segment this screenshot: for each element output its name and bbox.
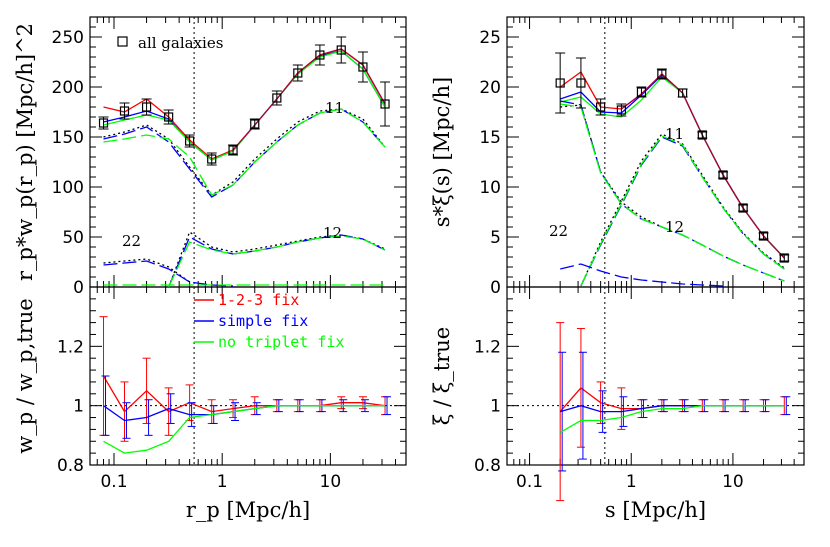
x-tick-label: 1 xyxy=(217,472,228,492)
data-point xyxy=(576,78,586,88)
x-tick-label: 0.1 xyxy=(100,472,127,492)
annotation-11-right: 11 xyxy=(665,125,684,143)
x-tick-label: 10 xyxy=(722,472,744,492)
data-point xyxy=(697,130,707,140)
x-axis-label: s [Mpc/h] xyxy=(605,498,706,522)
y-tick-label: 25 xyxy=(479,28,501,48)
y-tick-label: 0 xyxy=(73,278,84,298)
annotation-12-right: 12 xyxy=(665,218,684,236)
x-tick-label: 0.1 xyxy=(516,472,543,492)
y-tick-label: 5 xyxy=(490,228,501,248)
series-line xyxy=(580,135,785,287)
annotation-12-left: 12 xyxy=(323,224,342,242)
annotation-22-right: 22 xyxy=(549,222,568,240)
data-point xyxy=(636,87,647,97)
series-line xyxy=(103,108,386,196)
y-tick-label: 250 xyxy=(52,28,84,48)
y-tick-label: 150 xyxy=(52,128,84,148)
data-point xyxy=(98,118,109,128)
data-point xyxy=(657,69,667,79)
y-tick-label: 0.8 xyxy=(57,456,84,476)
series-line xyxy=(560,104,663,228)
y-axis-label: w_p / w_p,true xyxy=(13,298,37,453)
y-tick-label: 1.2 xyxy=(474,337,501,357)
x-axis-label: r_p [Mpc/h] xyxy=(186,498,310,522)
series-line xyxy=(232,48,386,151)
series-line xyxy=(102,375,386,413)
y-tick-label: 100 xyxy=(52,178,84,198)
legend-all-galaxies: all galaxies xyxy=(138,34,223,52)
y-tick-label: 10 xyxy=(479,178,501,198)
data-point xyxy=(141,102,152,112)
y-tick-label: 200 xyxy=(52,78,84,98)
series-line xyxy=(559,405,785,433)
legend-blue: simple fix xyxy=(218,312,308,330)
annotation-22-left: 22 xyxy=(122,232,141,250)
y-tick-label: 50 xyxy=(62,228,84,248)
series-line xyxy=(168,234,386,288)
series-line xyxy=(168,235,386,288)
data-point xyxy=(779,253,789,263)
y-tick-label: 15 xyxy=(479,128,501,148)
y-axis-label: ξ / ξ_true xyxy=(430,327,454,426)
series-line xyxy=(580,133,785,287)
y-axis-label: r_p*w_p(r_p) [Mpc/h]^2 xyxy=(13,23,37,281)
y-tick-label: 0.8 xyxy=(474,456,501,476)
y-tick-label: 1 xyxy=(73,397,84,417)
series-line xyxy=(560,263,724,287)
data-point xyxy=(616,105,626,115)
data-point xyxy=(596,102,606,112)
left-bottom-frame xyxy=(89,286,407,466)
data-point xyxy=(228,145,238,155)
data-point xyxy=(678,88,688,98)
series-line xyxy=(103,108,386,198)
y-tick-label: 1.2 xyxy=(57,337,84,357)
y-tick-label: 20 xyxy=(479,78,501,98)
data-point xyxy=(336,45,346,55)
right-top-frame xyxy=(506,16,805,288)
data-point xyxy=(119,106,130,116)
series-line xyxy=(103,260,234,287)
right-bottom-frame xyxy=(506,286,805,466)
series-line xyxy=(560,103,785,282)
data-point xyxy=(315,50,325,60)
data-point xyxy=(758,231,769,241)
series-line xyxy=(168,231,386,288)
series-line xyxy=(580,136,785,287)
data-point xyxy=(555,78,565,88)
x-tick-label: 1 xyxy=(626,472,637,492)
data-point xyxy=(164,112,174,122)
y-tick-label: 0 xyxy=(490,278,501,298)
y-tick-label: 1 xyxy=(490,397,501,417)
data-point xyxy=(293,68,303,78)
data-point xyxy=(272,93,282,103)
legend-green: no triplet fix xyxy=(218,333,344,351)
data-point xyxy=(718,170,728,180)
series-line xyxy=(103,405,385,454)
data-point xyxy=(250,119,260,129)
data-point xyxy=(207,154,217,164)
series-line xyxy=(103,258,190,283)
data-point xyxy=(185,136,195,146)
series-line xyxy=(103,108,386,196)
annotation-11-left: 11 xyxy=(325,99,344,117)
x-tick-label: 10 xyxy=(320,472,342,492)
y-axis-label: s*ξ(s) [Mpc/h] xyxy=(430,77,454,227)
series-line xyxy=(621,73,785,259)
data-point xyxy=(380,99,390,109)
legend-marker-square xyxy=(117,36,128,47)
legend-red: 1-2-3 fix xyxy=(218,291,299,309)
data-point xyxy=(738,203,748,213)
data-point xyxy=(358,62,368,72)
